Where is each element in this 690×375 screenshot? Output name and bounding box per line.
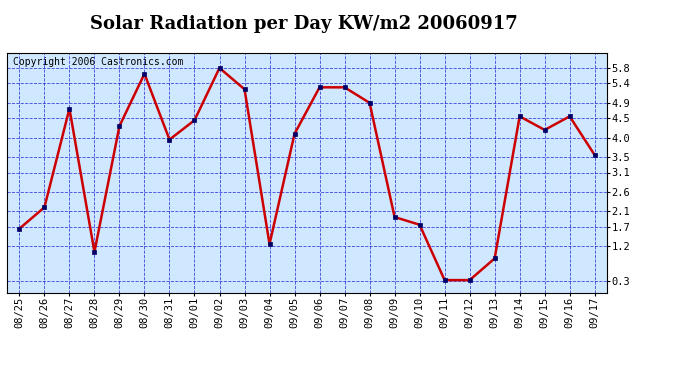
Text: Copyright 2006 Castronics.com: Copyright 2006 Castronics.com	[13, 57, 184, 67]
Text: Solar Radiation per Day KW/m2 20060917: Solar Radiation per Day KW/m2 20060917	[90, 15, 518, 33]
